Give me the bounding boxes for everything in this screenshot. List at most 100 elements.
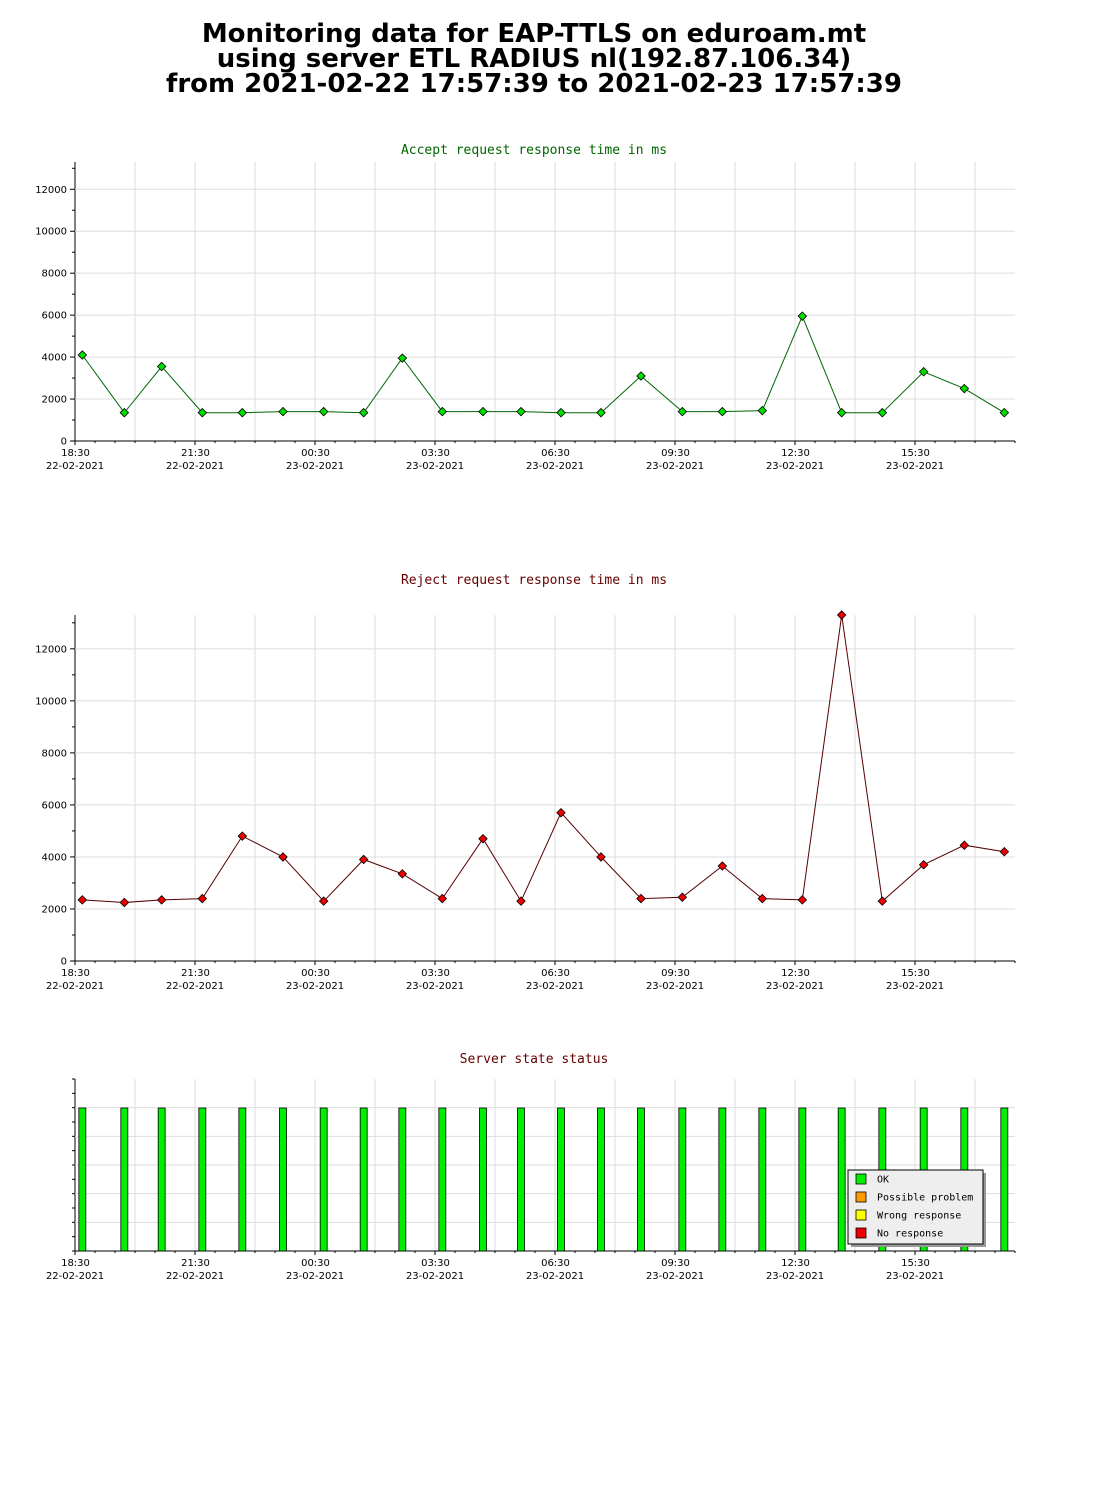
data-point	[237, 407, 248, 418]
x-tick-time: 21:30	[181, 448, 210, 459]
x-tick-date: 23-02-2021	[766, 1271, 824, 1282]
x-tick-time: 06:30	[541, 448, 570, 459]
y-tick-label: 4000	[42, 353, 67, 364]
x-tick-date: 23-02-2021	[766, 981, 824, 992]
y-tick-label: 12000	[35, 644, 67, 655]
x-tick-time: 03:30	[421, 448, 450, 459]
state-bar	[637, 1107, 645, 1252]
x-tick-date: 22-02-2021	[46, 981, 104, 992]
data-point	[516, 406, 526, 417]
x-tick-date: 23-02-2021	[526, 461, 584, 472]
x-tick-date: 23-02-2021	[886, 981, 944, 992]
data-point	[836, 610, 847, 620]
y-tick-label: 10000	[35, 227, 67, 238]
x-tick-time: 12:30	[781, 1258, 810, 1269]
state-bar	[798, 1107, 807, 1252]
legend-swatch	[855, 1209, 867, 1221]
x-tick-time: 00:30	[301, 968, 330, 979]
y-tick-label: 0	[61, 957, 67, 968]
data-point	[358, 407, 369, 418]
x-tick-date: 23-02-2021	[286, 981, 344, 992]
data-point	[677, 406, 688, 417]
x-tick-time: 15:30	[901, 968, 930, 979]
data-point	[556, 407, 566, 418]
data-point	[358, 854, 369, 865]
x-tick-date: 23-02-2021	[526, 1271, 584, 1282]
x-tick-date: 23-02-2021	[886, 1271, 944, 1282]
title-line-3: from 2021-02-22 17:57:39 to 2021-02-23 1…	[166, 69, 902, 99]
data-point	[877, 407, 888, 418]
state-bar	[718, 1107, 727, 1252]
data-point	[478, 406, 488, 417]
state-bar	[279, 1107, 287, 1252]
data-point	[757, 893, 768, 904]
data-point	[959, 383, 970, 394]
state-bar	[78, 1107, 87, 1252]
state-bar	[597, 1107, 605, 1252]
x-tick-time: 09:30	[661, 1258, 690, 1269]
data-point	[156, 895, 167, 905]
data-point	[636, 893, 646, 904]
x-tick-time: 06:30	[541, 968, 570, 979]
state-bar	[238, 1107, 247, 1252]
x-tick-date: 23-02-2021	[406, 981, 464, 992]
data-point	[77, 895, 88, 905]
y-tick-label: 6000	[42, 800, 67, 811]
x-tick-date: 23-02-2021	[526, 981, 584, 992]
data-point	[397, 353, 408, 363]
state-bar	[678, 1107, 687, 1252]
x-tick-time: 18:30	[61, 968, 90, 979]
y-tick-label: 0	[61, 437, 67, 448]
data-point	[918, 367, 929, 377]
data-point	[797, 895, 808, 905]
x-tick-date: 23-02-2021	[766, 461, 824, 472]
data-point	[318, 406, 329, 417]
data-point	[278, 852, 288, 862]
data-point	[77, 350, 88, 360]
data-point	[119, 407, 130, 418]
title-line-2: using server ETL RADIUS nl(192.87.106.34…	[216, 44, 852, 74]
data-point	[478, 833, 488, 844]
x-tick-date: 23-02-2021	[646, 981, 704, 992]
y-tick-label: 4000	[42, 852, 67, 863]
state-bar	[438, 1107, 447, 1252]
y-tick-label: 2000	[42, 904, 67, 915]
x-tick-time: 03:30	[421, 968, 450, 979]
x-tick-time: 09:30	[661, 968, 690, 979]
page-title: Monitoring data for EAP-TTLS on eduroam.…	[0, 21, 1068, 99]
y-tick-label: 2000	[42, 395, 67, 406]
legend-label: Possible problem	[877, 1193, 973, 1204]
data-point	[596, 407, 606, 418]
data-point	[836, 407, 847, 418]
x-tick-date: 22-02-2021	[166, 1271, 224, 1282]
x-tick-date: 23-02-2021	[286, 461, 344, 472]
x-tick-date: 23-02-2021	[406, 461, 464, 472]
chart-title: Accept request response time in ms	[401, 143, 667, 158]
y-tick-label: 8000	[42, 748, 67, 759]
x-tick-time: 18:30	[61, 1258, 90, 1269]
data-point	[757, 405, 768, 416]
data-point	[999, 846, 1010, 857]
state-bar	[837, 1107, 846, 1252]
x-tick-time: 21:30	[181, 1258, 210, 1269]
data-point	[318, 896, 329, 906]
y-tick-label: 12000	[35, 185, 67, 196]
chart-title: Reject request response time in ms	[401, 573, 667, 588]
x-tick-time: 03:30	[421, 1258, 450, 1269]
state-bar	[517, 1107, 525, 1252]
data-point	[556, 807, 566, 818]
x-tick-time: 09:30	[661, 448, 690, 459]
legend-label: Wrong response	[877, 1211, 961, 1222]
data-point	[237, 831, 248, 841]
data-point	[197, 893, 208, 904]
legend-swatch	[855, 1227, 867, 1239]
x-tick-time: 12:30	[781, 968, 810, 979]
y-tick-label: 8000	[42, 269, 67, 280]
x-tick-time: 00:30	[301, 1258, 330, 1269]
state-bar	[319, 1107, 328, 1252]
data-point	[437, 893, 448, 904]
data-point	[877, 896, 888, 906]
state-bar	[120, 1107, 129, 1252]
data-point	[197, 407, 208, 418]
data-point	[918, 859, 929, 870]
